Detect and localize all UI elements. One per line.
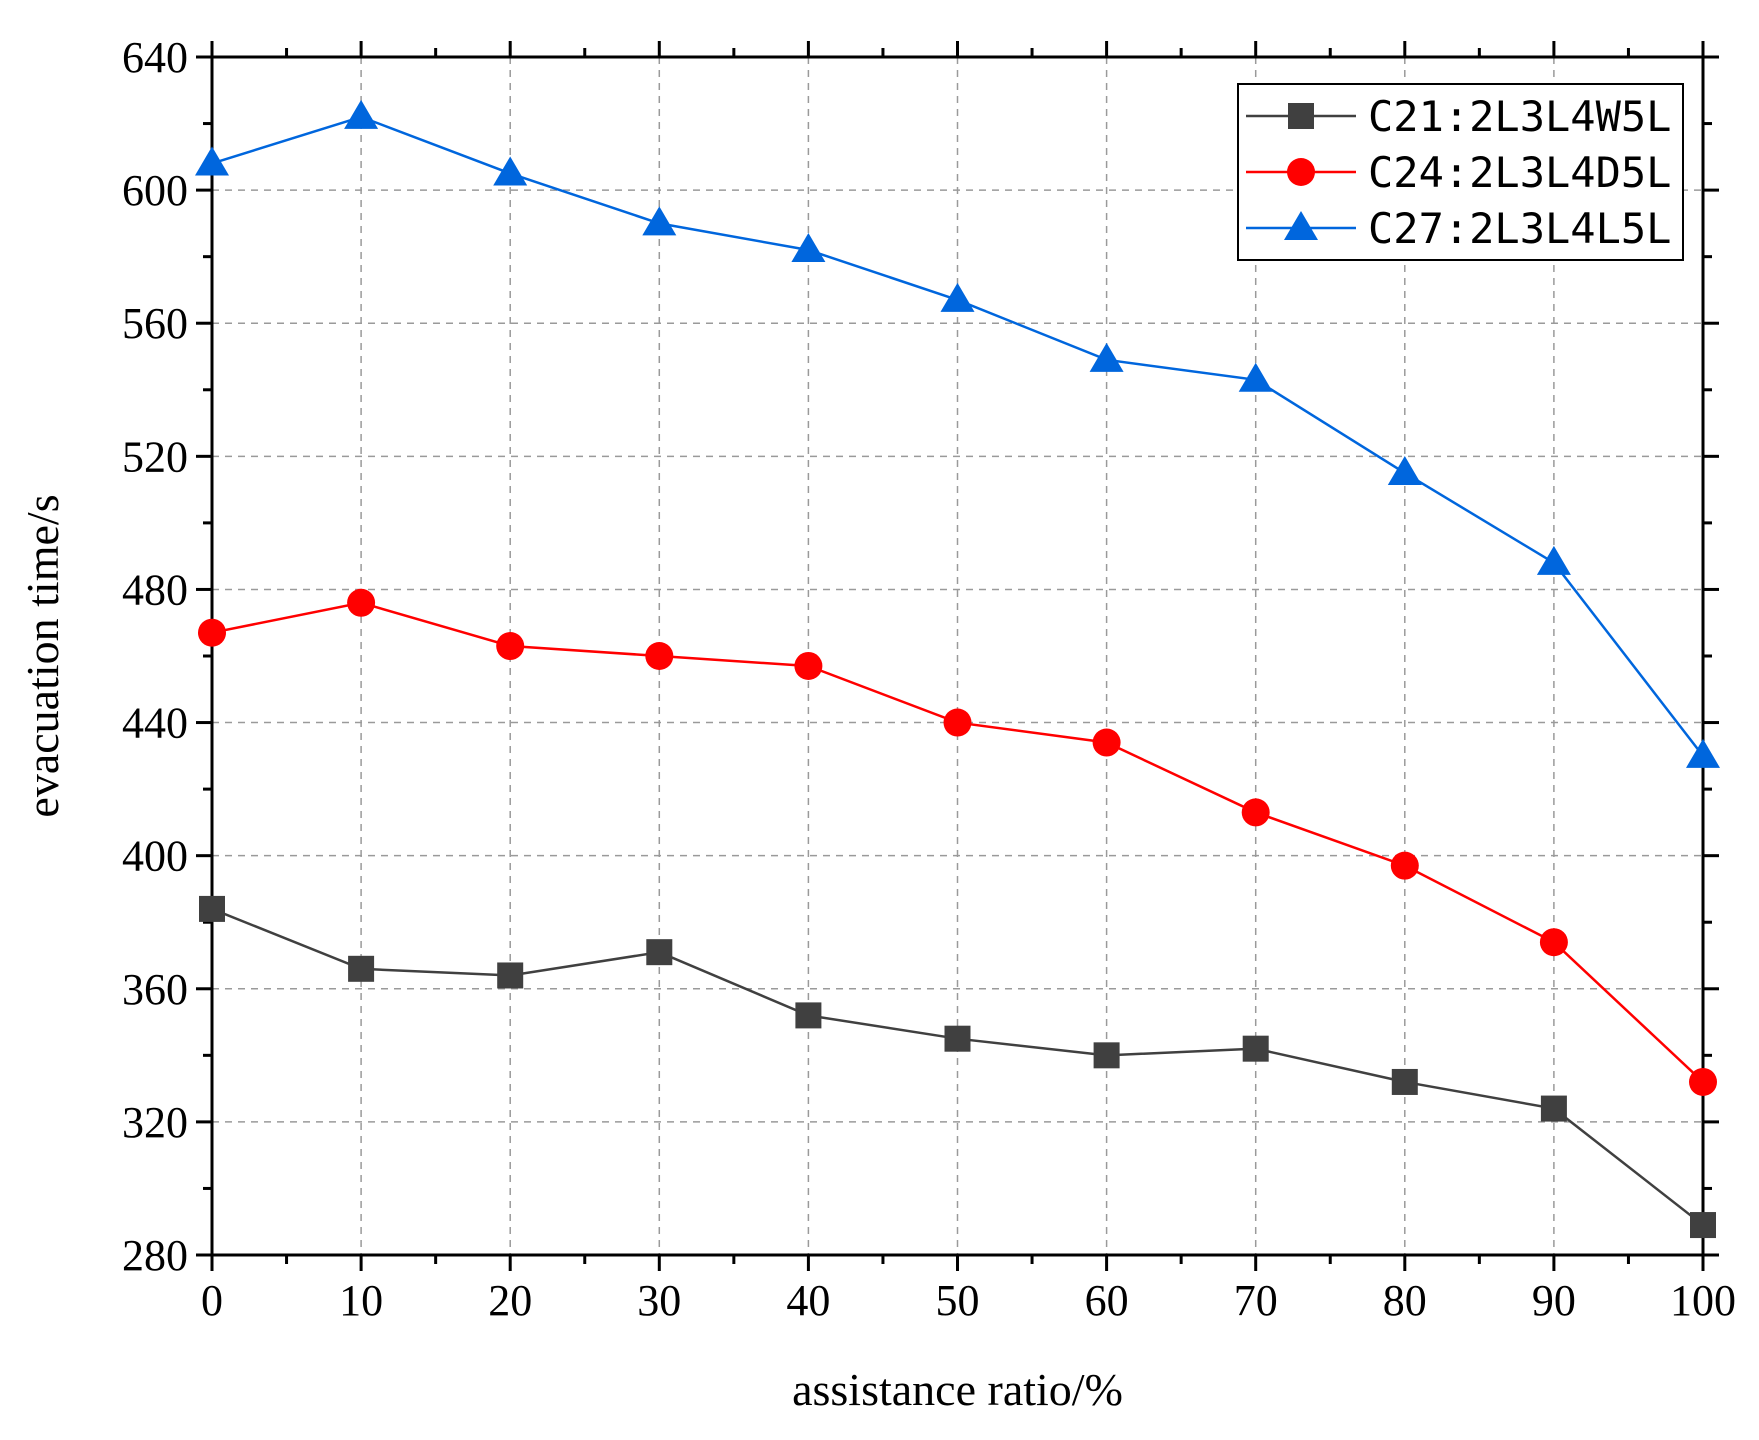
series-group (195, 99, 1720, 1239)
y-axis-title: evacuation time/s (17, 494, 68, 817)
data-point (646, 939, 673, 966)
data-point (1391, 1068, 1418, 1095)
legend-label: C21:2L3L4W5L (1368, 92, 1671, 141)
legend-item: C24:2L3L4D5L (1246, 148, 1671, 197)
x-tick-label: 80 (1383, 1276, 1427, 1325)
y-tick-label: 600 (122, 166, 188, 215)
x-tick-label: 70 (1234, 1276, 1278, 1325)
x-tick-label: 90 (1532, 1276, 1576, 1325)
data-point (347, 588, 376, 617)
data-point (496, 632, 525, 661)
data-point (645, 642, 674, 670)
data-point (195, 146, 229, 176)
x-tick-label: 100 (1670, 1276, 1736, 1325)
axes (196, 41, 1719, 1271)
series-3 (195, 99, 1720, 768)
x-axis-title: assistance ratio/% (792, 1364, 1123, 1415)
x-tick-label: 30 (637, 1276, 681, 1325)
tick-labels: 0 10 20 30 40 50 60 70 80 90 100 280 320 360 400 440 480… (122, 33, 1736, 1325)
data-point (791, 233, 826, 263)
data-point (944, 1025, 971, 1052)
data-point (199, 895, 225, 922)
x-tick-label: 0 (201, 1276, 223, 1325)
y-tick-label: 360 (122, 965, 188, 1014)
data-point (1241, 798, 1270, 827)
y-tick-label: 440 (122, 699, 188, 748)
legend: C21:2L3L4W5L C24:2L3L4D5L C27:2L3L4L5L (1237, 83, 1684, 261)
data-point (1089, 342, 1124, 372)
series-1 (199, 895, 1716, 1239)
data-point (348, 955, 375, 982)
data-point (642, 206, 677, 236)
x-tick-label: 10 (339, 1276, 383, 1325)
data-point (1092, 728, 1121, 757)
x-tick-label: 50 (936, 1276, 980, 1325)
data-point (943, 708, 972, 737)
data-point (344, 99, 379, 129)
data-point (493, 156, 528, 186)
data-point (794, 651, 823, 680)
series-2 (198, 588, 1717, 1096)
x-tick-label: 20 (488, 1276, 532, 1325)
legend-item: C21:2L3L4W5L (1246, 92, 1671, 141)
legend-item: C27:2L3L4L5L (1246, 204, 1671, 253)
data-point (1689, 1067, 1717, 1096)
y-tick-label: 400 (122, 832, 188, 881)
y-tick-label: 280 (122, 1231, 188, 1280)
legend-marker (1284, 211, 1318, 240)
x-tick-label: 40 (786, 1276, 830, 1325)
data-point (940, 282, 975, 312)
y-tick-label: 560 (122, 299, 188, 348)
data-point (795, 1002, 822, 1029)
y-tick-label: 640 (122, 33, 188, 82)
data-point (1390, 851, 1419, 880)
y-tick-label: 480 (122, 565, 188, 614)
data-point (497, 962, 524, 989)
data-point (1387, 455, 1422, 485)
data-point (1242, 1035, 1269, 1062)
data-point (1536, 545, 1571, 575)
y-tick-label: 320 (122, 1098, 188, 1147)
data-point (1686, 738, 1720, 768)
legend-marker (1287, 158, 1315, 186)
legend-label: C24:2L3L4D5L (1368, 148, 1671, 197)
data-point (1238, 362, 1273, 392)
x-tick-label: 60 (1085, 1276, 1129, 1325)
data-point (1539, 928, 1568, 957)
legend-marker (1288, 103, 1314, 129)
data-point (198, 618, 226, 647)
y-tick-label: 520 (122, 432, 188, 481)
data-point (1540, 1095, 1567, 1122)
legend-label: C27:2L3L4L5L (1368, 204, 1671, 253)
data-point (1093, 1042, 1120, 1069)
data-point (1690, 1212, 1716, 1239)
